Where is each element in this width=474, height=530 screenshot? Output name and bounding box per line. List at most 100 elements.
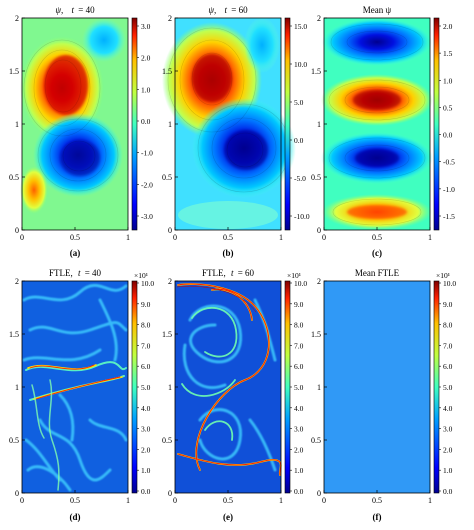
axes-and-colorbars: 0 0.5 100.511.523.02.01.00.0-1.0-2.0-3.00 0… bbox=[9, 14, 456, 505]
y-tick-label: 0.5 bbox=[9, 173, 19, 182]
colorbar-exponent: ×10¹ bbox=[287, 271, 301, 280]
plot-area bbox=[174, 280, 282, 494]
panel-a: ψ, t = 40 (a) bbox=[20, 5, 129, 258]
x-tick-label: 0 bbox=[20, 233, 24, 242]
colorbar-tick-label: 5.0 bbox=[443, 383, 453, 392]
x-tick-label: 0 bbox=[20, 496, 24, 505]
x-tick-label: 0.5 bbox=[372, 233, 382, 242]
plot-area bbox=[162, 17, 296, 231]
x-tick-label: 0 bbox=[322, 496, 326, 505]
colorbar-tick-label: 3.0 bbox=[141, 425, 151, 434]
y-tick-label: 1.5 bbox=[311, 330, 321, 339]
colorbar-tick-label: 3.0 bbox=[443, 425, 453, 434]
colorbar-tick-label: -1.5 bbox=[443, 212, 455, 221]
x-tick-label: 0 bbox=[322, 233, 326, 242]
colorbar bbox=[284, 17, 291, 231]
colorbar-tick-label: 1.0 bbox=[443, 76, 453, 85]
plot-area bbox=[321, 17, 433, 231]
colorbar-tick-label: 7.0 bbox=[443, 341, 453, 350]
x-tick-label: 0.5 bbox=[70, 233, 80, 242]
colorbar-tick-label: 8.0 bbox=[443, 321, 453, 330]
colorbar bbox=[284, 280, 291, 494]
colorbar-tick-label: 2.0 bbox=[443, 22, 453, 31]
colorbar-tick-label: 5.0 bbox=[141, 383, 151, 392]
colorbar-tick-label: -10.0 bbox=[294, 212, 310, 221]
colorbar-tick-label: -3.0 bbox=[141, 212, 153, 221]
x-tick-label: 1 bbox=[279, 496, 283, 505]
y-tick-label: 1.5 bbox=[9, 67, 19, 76]
colorbar-exponent: ×10¹ bbox=[134, 271, 148, 280]
x-tick-label: 1 bbox=[279, 233, 283, 242]
colorbar-tick-label: 0.0 bbox=[443, 131, 453, 140]
y-tick-label: 2 bbox=[317, 14, 321, 23]
y-tick-label: 0 bbox=[168, 489, 172, 498]
x-tick-label: 0.5 bbox=[372, 496, 382, 505]
colorbar-tick-label: 7.0 bbox=[141, 341, 151, 350]
colorbar-tick-label: 9.0 bbox=[443, 300, 453, 309]
colorbar-tick-label: 3.0 bbox=[141, 22, 151, 31]
y-tick-label: 2 bbox=[317, 277, 321, 286]
panel-title: ψ, t = 60 bbox=[208, 5, 248, 15]
colorbar bbox=[433, 280, 440, 494]
colorbar-tick-label: 5.0 bbox=[294, 383, 304, 392]
y-tick-label: 0.5 bbox=[9, 436, 19, 445]
y-tick-label: 1 bbox=[15, 120, 19, 129]
x-tick-label: 1 bbox=[428, 233, 432, 242]
colorbar bbox=[131, 280, 138, 494]
colorbar bbox=[433, 17, 440, 231]
colorbar-tick-label: 10.0 bbox=[294, 279, 307, 288]
y-tick-label: 0.5 bbox=[311, 436, 321, 445]
colorbar-tick-label: 9.0 bbox=[294, 300, 304, 309]
x-tick-label: 1 bbox=[126, 496, 130, 505]
panel-caption: (d) bbox=[70, 512, 81, 522]
y-tick-label: 1.5 bbox=[9, 330, 19, 339]
x-tick-label: 0.5 bbox=[223, 233, 233, 242]
plot-area bbox=[323, 280, 431, 494]
colorbar-tick-label: 0.0 bbox=[141, 117, 151, 126]
panel-title: Mean ψ bbox=[363, 5, 392, 15]
x-tick-label: 0 bbox=[173, 233, 177, 242]
colorbar-tick-label: 4.0 bbox=[141, 404, 151, 413]
x-tick-label: 1 bbox=[428, 496, 432, 505]
panel-c: Mean ψ (c) bbox=[321, 5, 433, 258]
y-tick-label: 1 bbox=[317, 120, 321, 129]
panel-caption: (c) bbox=[372, 248, 382, 258]
colorbar-tick-label: 4.0 bbox=[443, 404, 453, 413]
y-tick-label: 0.5 bbox=[162, 436, 172, 445]
y-tick-label: 2 bbox=[15, 277, 19, 286]
colorbar-tick-label: 5.0 bbox=[294, 98, 304, 107]
colorbar-tick-label: 1.0 bbox=[141, 85, 151, 94]
colorbar-tick-label: 8.0 bbox=[294, 321, 304, 330]
y-tick-label: 1.5 bbox=[162, 330, 172, 339]
panel-title: ψ, t = 40 bbox=[55, 5, 95, 15]
colorbar-tick-label: 10.0 bbox=[443, 279, 456, 288]
panel-caption: (e) bbox=[223, 512, 233, 522]
colorbar-tick-label: 1.0 bbox=[443, 466, 453, 475]
y-tick-label: 0 bbox=[168, 226, 172, 235]
panel-f: Mean FTLE (f) bbox=[323, 268, 431, 522]
panel-d: FTLE, t = 40 (d) bbox=[21, 268, 129, 522]
x-tick-label: 1 bbox=[126, 233, 130, 242]
colorbar-exponent: ×10¹ bbox=[436, 271, 450, 280]
colorbar-tick-label: 0.0 bbox=[443, 487, 453, 496]
panel-caption: (a) bbox=[70, 248, 81, 258]
x-tick-label: 0.5 bbox=[223, 496, 233, 505]
y-tick-label: 0.5 bbox=[311, 173, 321, 182]
colorbar-tick-label: 0.0 bbox=[141, 487, 151, 496]
panel-caption: (f) bbox=[373, 512, 382, 522]
colorbar-tick-label: 10.0 bbox=[141, 279, 154, 288]
plot-area bbox=[21, 280, 129, 494]
x-tick-label: 0 bbox=[173, 496, 177, 505]
panel-title: FTLE, t = 60 bbox=[202, 268, 255, 278]
colorbar-tick-label: -5.0 bbox=[294, 174, 306, 183]
colorbar-tick-label: 7.0 bbox=[294, 341, 304, 350]
y-tick-label: 1.5 bbox=[162, 67, 172, 76]
colorbar bbox=[131, 17, 138, 231]
colorbar-tick-label: 0.0 bbox=[294, 136, 304, 145]
colorbar-tick-label: 8.0 bbox=[141, 321, 151, 330]
y-tick-label: 1 bbox=[168, 120, 172, 129]
colorbar-tick-label: 2.0 bbox=[294, 445, 304, 454]
colorbar-tick-label: 1.0 bbox=[141, 466, 151, 475]
y-tick-label: 0 bbox=[317, 226, 321, 235]
panel-title: Mean FTLE bbox=[355, 268, 400, 278]
